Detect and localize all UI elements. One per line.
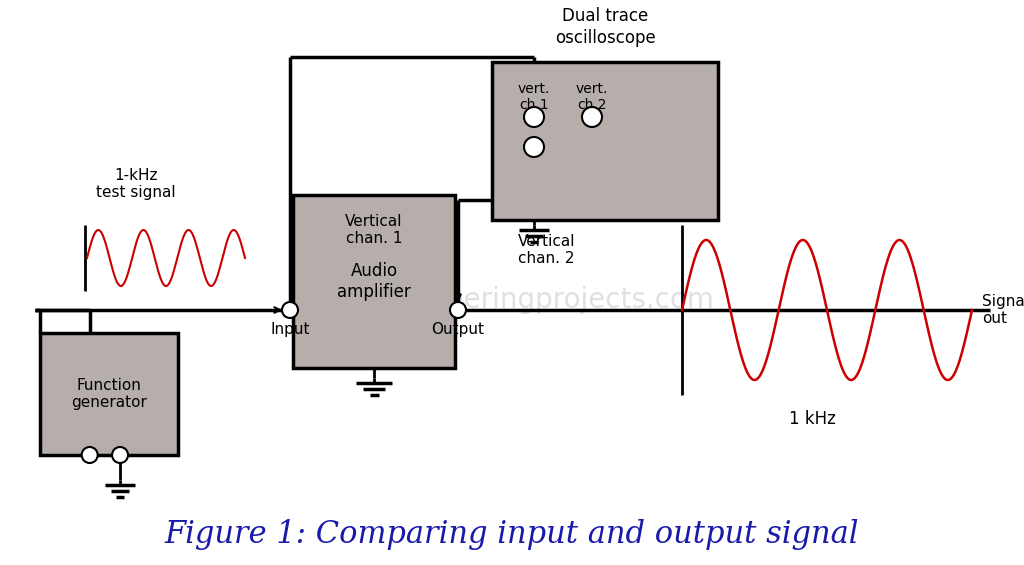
Text: Dual trace
oscilloscope: Dual trace oscilloscope <box>555 7 655 47</box>
Circle shape <box>582 107 602 127</box>
Text: Output: Output <box>431 322 484 337</box>
Circle shape <box>282 302 298 318</box>
Bar <box>492 62 718 220</box>
Text: Figure 1: Comparing input and output signal: Figure 1: Comparing input and output sig… <box>165 519 859 550</box>
Text: Vertical
chan. 2: Vertical chan. 2 <box>518 234 575 266</box>
Text: Audio
amplifier: Audio amplifier <box>337 262 411 301</box>
Text: vert.
ch.2: vert. ch.2 <box>575 82 608 112</box>
Text: 1-kHz
test signal: 1-kHz test signal <box>96 168 176 200</box>
Text: bestengineeringprojects.com: bestengineeringprojects.com <box>309 286 715 314</box>
Circle shape <box>82 447 97 463</box>
Text: Vertical
chan. 1: Vertical chan. 1 <box>345 214 402 246</box>
Text: 1 kHz: 1 kHz <box>790 410 836 428</box>
Text: Input: Input <box>270 322 309 337</box>
Bar <box>293 195 455 368</box>
Circle shape <box>524 107 544 127</box>
Text: Function
generator: Function generator <box>71 378 146 410</box>
Bar <box>40 333 178 455</box>
Circle shape <box>450 302 466 318</box>
Text: vert.
ch.1: vert. ch.1 <box>518 82 550 112</box>
Circle shape <box>112 447 128 463</box>
Text: Signal
out: Signal out <box>982 294 1024 326</box>
Circle shape <box>524 137 544 157</box>
